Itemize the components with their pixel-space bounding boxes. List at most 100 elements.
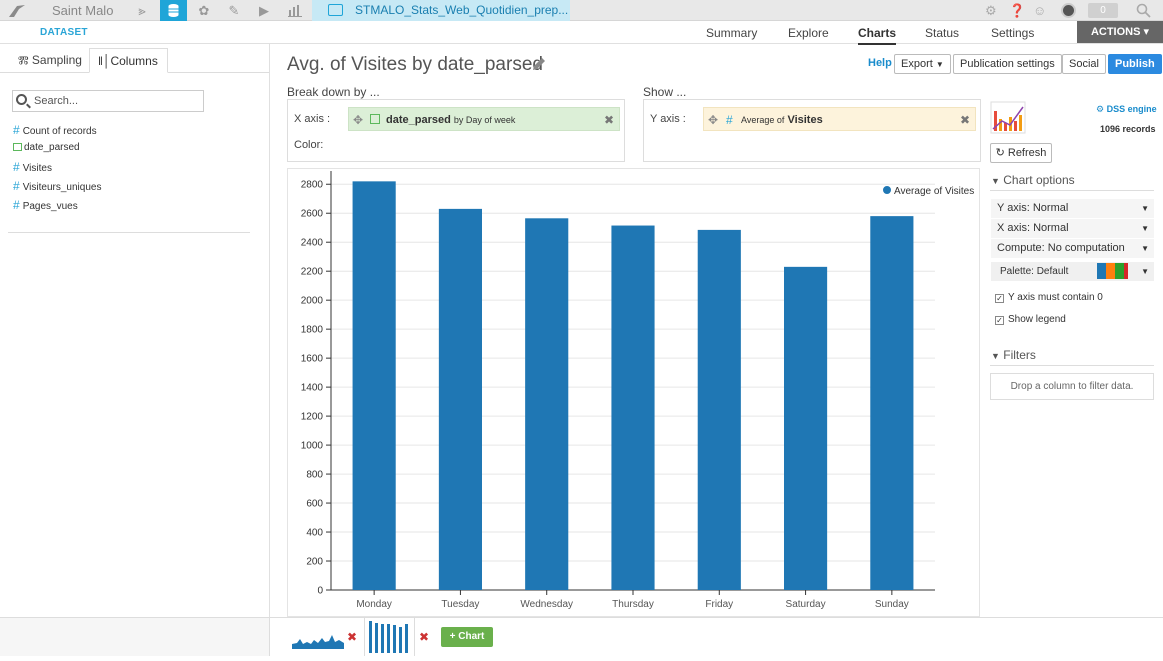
filter-drop-zone[interactable]: Drop a column to filter data.	[990, 373, 1154, 400]
close-icon[interactable]: ✖	[603, 113, 614, 127]
sampling-icon: Ⰿ	[18, 55, 29, 67]
column-item[interactable]: date_parsed	[13, 142, 80, 153]
tab-settings[interactable]: Settings	[991, 26, 1035, 40]
close-icon[interactable]: ✖	[419, 630, 430, 644]
numeric-icon: #	[13, 198, 20, 212]
x-axis-pill[interactable]: ✥ date_parsed by Day of week ✖	[348, 107, 620, 131]
social-button[interactable]: Social	[1062, 54, 1106, 74]
publication-settings-button[interactable]: Publication settings	[953, 54, 1062, 74]
chart-options-label: Chart options	[1003, 173, 1075, 187]
project-name[interactable]: Saint Malo	[52, 3, 114, 18]
dataset-label: DATASET	[40, 27, 88, 38]
x-tick-label: Monday	[356, 599, 392, 610]
gear-icon: ⚙	[1096, 104, 1105, 114]
divider	[990, 190, 1154, 191]
help-icon[interactable]: ❓	[1009, 3, 1026, 18]
column-item[interactable]: # Pages_vues	[13, 198, 78, 212]
engine-link[interactable]: ⚙ DSS engine	[1096, 104, 1157, 115]
compute-value: Compute: No computation	[997, 242, 1125, 254]
column-name: date_parsed	[24, 142, 80, 153]
legend-label: Average of Visites	[894, 186, 974, 197]
notebooks-icon[interactable]: ✎	[228, 3, 240, 18]
publish-button[interactable]: Publish	[1108, 54, 1162, 74]
caret-down-icon: ▼	[1141, 224, 1149, 233]
play-icon[interactable]: ▶	[259, 3, 269, 18]
datasets-icon[interactable]	[160, 0, 187, 21]
pencil-icon[interactable]	[531, 56, 547, 72]
filters-header[interactable]: ▼ Filters	[991, 348, 1036, 362]
breakdown-label: Break down by ...	[287, 85, 380, 99]
drag-handle-icon[interactable]: ✥	[708, 113, 719, 127]
chart-title[interactable]: Avg. of Visites by date_parsed	[287, 54, 543, 75]
tab-sampling-label: Sampling	[31, 53, 82, 67]
show-legend-option[interactable]: ✓ Show legend	[995, 314, 1066, 325]
chart-tabs-bar: ✖ ✖ + Chart	[0, 617, 1163, 656]
column-item[interactable]: # Count of records	[13, 123, 97, 137]
bar-chart: 0 200 400 600 800 1000 1200 1400 1600 1800 2000 220…	[301, 171, 974, 610]
show-legend-label: Show legend	[1008, 314, 1066, 325]
tab-sampling[interactable]: Ⰿ Sampling	[10, 48, 90, 73]
column-name: Visiteurs_uniques	[22, 182, 102, 193]
left-tabs: Ⰿ Sampling ‖│Columns	[0, 48, 269, 73]
caret-down-icon: ▼	[935, 60, 944, 69]
checkbox[interactable]: ✓	[995, 294, 1004, 303]
refresh-button[interactable]: ↻ Refresh	[990, 143, 1052, 163]
y-contain-zero-label: Y axis must contain 0	[1008, 292, 1103, 303]
color-label: Color:	[294, 139, 324, 151]
flow-icon[interactable]: ⪢	[138, 3, 146, 18]
tab-columns-label: Columns	[110, 54, 158, 68]
export-label: Export	[901, 58, 933, 70]
search-icon[interactable]	[1136, 3, 1152, 18]
dataset-tab[interactable]: STMALO_Stats_Web_Quotidien_prep...	[312, 0, 570, 21]
x-axis-value: X axis: Normal	[997, 222, 1069, 234]
y-tick-label: 2600	[301, 209, 324, 220]
help-link[interactable]: Help	[868, 57, 892, 69]
palette-swatch	[1097, 263, 1133, 279]
x-tick-label: Saturday	[786, 599, 826, 610]
tab-explore[interactable]: Explore	[788, 26, 829, 40]
y-contain-zero-option[interactable]: ✓ Y axis must contain 0	[995, 292, 1103, 303]
checkbox[interactable]: ✓	[995, 316, 1004, 325]
actions-button[interactable]: ACTIONS ▾	[1077, 21, 1163, 43]
y-tick-label: 200	[306, 557, 323, 568]
column-item[interactable]: # Visites	[13, 160, 52, 174]
y-tick-label: 2800	[301, 180, 324, 191]
recipes-icon[interactable]: ✿	[198, 3, 210, 18]
bar	[784, 266, 828, 590]
column-search[interactable]	[12, 90, 204, 112]
search-input[interactable]	[34, 92, 202, 110]
column-item[interactable]: # Visiteurs_uniques	[13, 179, 101, 193]
y-axis-pill[interactable]: ✥ # Average of Visites ✖	[703, 107, 976, 131]
close-icon[interactable]: ✖	[959, 113, 970, 127]
chart-type-icon[interactable]	[990, 101, 1026, 134]
x-axis-select[interactable]: X axis: Normal ▼	[991, 219, 1154, 238]
tab-columns[interactable]: ‖│Columns	[89, 48, 168, 73]
gear-icon[interactable]: ⚙	[985, 3, 997, 18]
notification-badge[interactable]: 0	[1088, 3, 1118, 18]
close-icon[interactable]: ✖	[347, 630, 358, 644]
drag-handle-icon[interactable]: ✥	[353, 113, 364, 127]
compute-select[interactable]: Compute: No computation ▼	[991, 239, 1154, 258]
filters-label: Filters	[1003, 348, 1036, 362]
tab-charts[interactable]: Charts	[858, 26, 897, 45]
chart-options-header[interactable]: ▼ Chart options	[991, 173, 1075, 187]
palette-select[interactable]: Palette: Default ▼	[991, 262, 1154, 281]
chart-thumbnail-bar[interactable]	[364, 618, 415, 656]
bird-logo-icon[interactable]	[8, 3, 26, 18]
chart-thumbnail-area[interactable]	[292, 629, 344, 649]
dataset-name: STMALO_Stats_Web_Quotidien_prep...	[355, 3, 569, 17]
x-pill-suffix: by Day of week	[453, 115, 516, 125]
users-icon[interactable]: ☺	[1033, 3, 1047, 18]
bar	[697, 229, 741, 590]
export-button[interactable]: Export ▼	[894, 54, 951, 74]
caret-down-icon: ▾	[1143, 26, 1150, 38]
tab-status[interactable]: Status	[925, 26, 960, 40]
add-chart-button[interactable]: + Chart	[441, 627, 493, 647]
x-pill-field: date_parsed	[386, 114, 451, 126]
dashboard-icon[interactable]	[288, 4, 302, 17]
y-axis-select[interactable]: Y axis: Normal ▼	[991, 199, 1154, 218]
avatar[interactable]	[1061, 3, 1076, 18]
legend-marker	[883, 186, 891, 194]
column-name: Count of records	[22, 126, 97, 137]
tab-summary[interactable]: Summary	[706, 26, 758, 40]
